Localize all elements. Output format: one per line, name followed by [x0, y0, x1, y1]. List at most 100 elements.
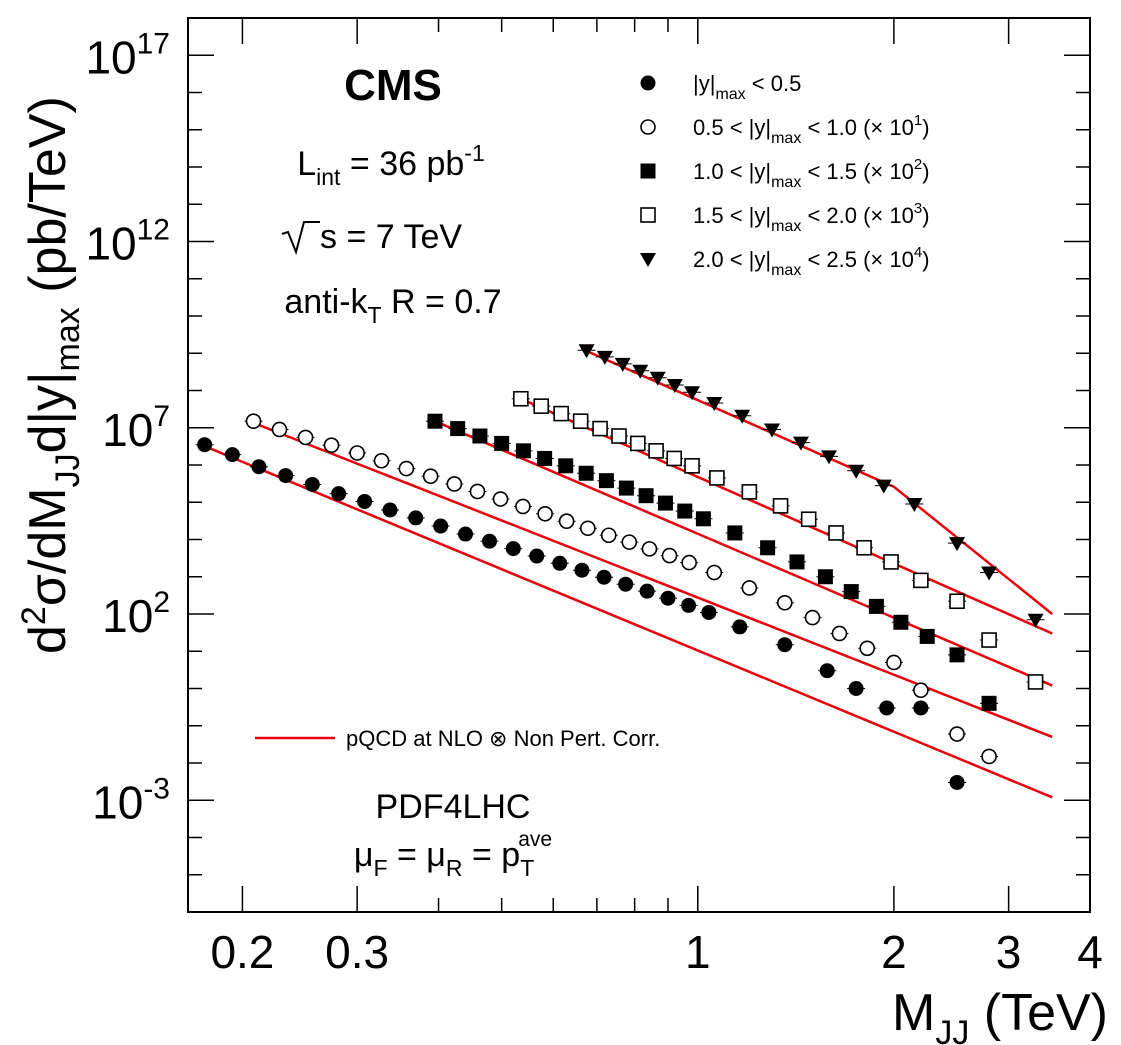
data-point-series-3	[918, 628, 937, 644]
data-point-marker	[879, 700, 895, 716]
data-point-series-4	[980, 632, 999, 648]
data-point-marker	[727, 525, 743, 541]
data-point-marker	[537, 505, 553, 522]
data-point-marker	[949, 726, 965, 742]
data-point-series-5	[874, 479, 893, 494]
data-point-series-3	[842, 584, 861, 600]
data-point-series-3	[617, 480, 636, 496]
legend-entry-series-2: 0.5 < |y|max < 1.0 (× 101)	[640, 112, 930, 147]
data-point-series-5	[631, 364, 650, 379]
data-point-series-1	[679, 597, 698, 613]
y-tick-label: 10-3	[92, 772, 170, 828]
data-point-series-5	[648, 371, 667, 386]
data-point-marker	[1027, 674, 1044, 690]
plot-axes: 10-3 102 107 1012 1017 0.2 0.3 1 2 3 4	[85, 17, 1103, 978]
data-point-marker	[422, 468, 439, 485]
data-point-series-1	[948, 774, 967, 790]
svg-text:s = 7 TeV: s = 7 TeV	[320, 218, 462, 256]
data-point-marker	[949, 593, 965, 610]
data-point-marker	[706, 564, 723, 581]
data-point-series-1	[195, 437, 214, 453]
data-point-marker	[494, 435, 510, 451]
data-point-marker	[278, 468, 294, 484]
data-point-marker	[949, 537, 966, 552]
data-point-marker	[883, 554, 899, 570]
legend-entry-series-1: |y|max < 0.5	[640, 71, 801, 103]
data-point-series-3	[492, 435, 511, 451]
legend-entry-series-5: 2.0 < |y|max < 2.5 (× 104)	[640, 244, 930, 279]
data-point-marker	[492, 491, 509, 507]
data-point-marker	[848, 464, 865, 479]
data-point-series-1	[638, 583, 657, 599]
data-point-marker	[949, 647, 965, 663]
data-point-marker	[772, 498, 789, 514]
data-point-marker	[648, 443, 664, 459]
data-point-series-3	[980, 695, 999, 711]
data-point-series-3	[637, 488, 656, 504]
data-point-marker	[630, 435, 646, 452]
data-point-series-4	[552, 405, 571, 422]
data-point-marker	[574, 562, 590, 578]
legend-text: 1.5 < |y|max < 2.0 (× 103)	[693, 200, 930, 235]
data-point-series-2	[421, 468, 440, 485]
data-point-series-2	[270, 421, 289, 438]
data-point-marker	[843, 584, 859, 600]
data-point-marker	[868, 598, 884, 614]
data-point-series-1	[504, 541, 523, 557]
data-point-series-1	[480, 533, 499, 549]
data-point-marker	[515, 443, 531, 459]
legend-text: 1.0 < |y|max < 1.5 (× 102)	[693, 156, 930, 191]
data-point-series-1	[329, 486, 348, 502]
x-tick-label: 0.2	[210, 926, 274, 978]
y-tick-label: 1012	[85, 214, 170, 270]
data-point-series-2	[445, 476, 464, 492]
data-point-series-1	[431, 518, 450, 534]
data-point-marker	[533, 398, 550, 414]
data-point-marker	[886, 654, 902, 671]
legend-marker	[640, 119, 656, 135]
data-point-series-4	[799, 511, 818, 528]
series-legend: |y|max < 0.5 0.5 < |y|max < 1.0 (× 101) 1.…	[640, 71, 930, 279]
data-point-marker	[677, 503, 693, 519]
data-point-series-2	[491, 491, 510, 507]
data-point-marker	[660, 590, 676, 606]
data-point-marker	[323, 437, 340, 454]
theory-legend-entry: pQCD at NLO ⊗ Non Pert. Corr.	[255, 726, 660, 751]
legend-marker	[640, 163, 656, 179]
data-point-series-5	[733, 409, 752, 424]
data-point-series-2	[775, 594, 794, 611]
data-point-series-4	[511, 390, 530, 407]
data-point-series-2	[803, 609, 822, 626]
data-point-series-2	[296, 429, 315, 446]
data-point-marker	[349, 445, 365, 461]
data-point-marker	[592, 420, 608, 437]
data-point-marker	[373, 452, 390, 469]
y-axis-label: d2σ/dMJJd|y|max (pb/TeV)	[15, 96, 87, 654]
data-point-marker	[271, 421, 288, 438]
data-point-series-4	[647, 443, 666, 459]
data-point-marker	[469, 483, 486, 500]
data-point-series-3	[597, 473, 616, 489]
data-point-series-4	[827, 525, 846, 541]
data-point-marker	[913, 700, 929, 716]
data-point-series-1	[456, 526, 475, 542]
data-point-series-5	[613, 357, 632, 372]
data-point-marker	[1027, 613, 1044, 628]
data-point-series-2	[244, 413, 263, 429]
data-point-marker	[357, 493, 373, 509]
data-point-marker	[618, 480, 634, 496]
data-point-series-3	[577, 465, 596, 481]
theory-curve-3	[434, 420, 1053, 687]
data-point-series-2	[348, 445, 367, 461]
data-point-series-3	[514, 443, 533, 459]
data-point-series-4	[628, 435, 647, 452]
data-point-series-1	[877, 700, 896, 716]
data-point-marker	[666, 379, 683, 394]
data-point-marker	[695, 511, 711, 527]
data-point-marker	[817, 569, 833, 585]
data-point-marker	[776, 594, 793, 611]
data-point-marker	[600, 527, 617, 544]
data-point-series-1	[699, 604, 718, 620]
scale-label: μF = μR = pTave	[354, 828, 552, 881]
data-point-series-3	[656, 495, 675, 511]
